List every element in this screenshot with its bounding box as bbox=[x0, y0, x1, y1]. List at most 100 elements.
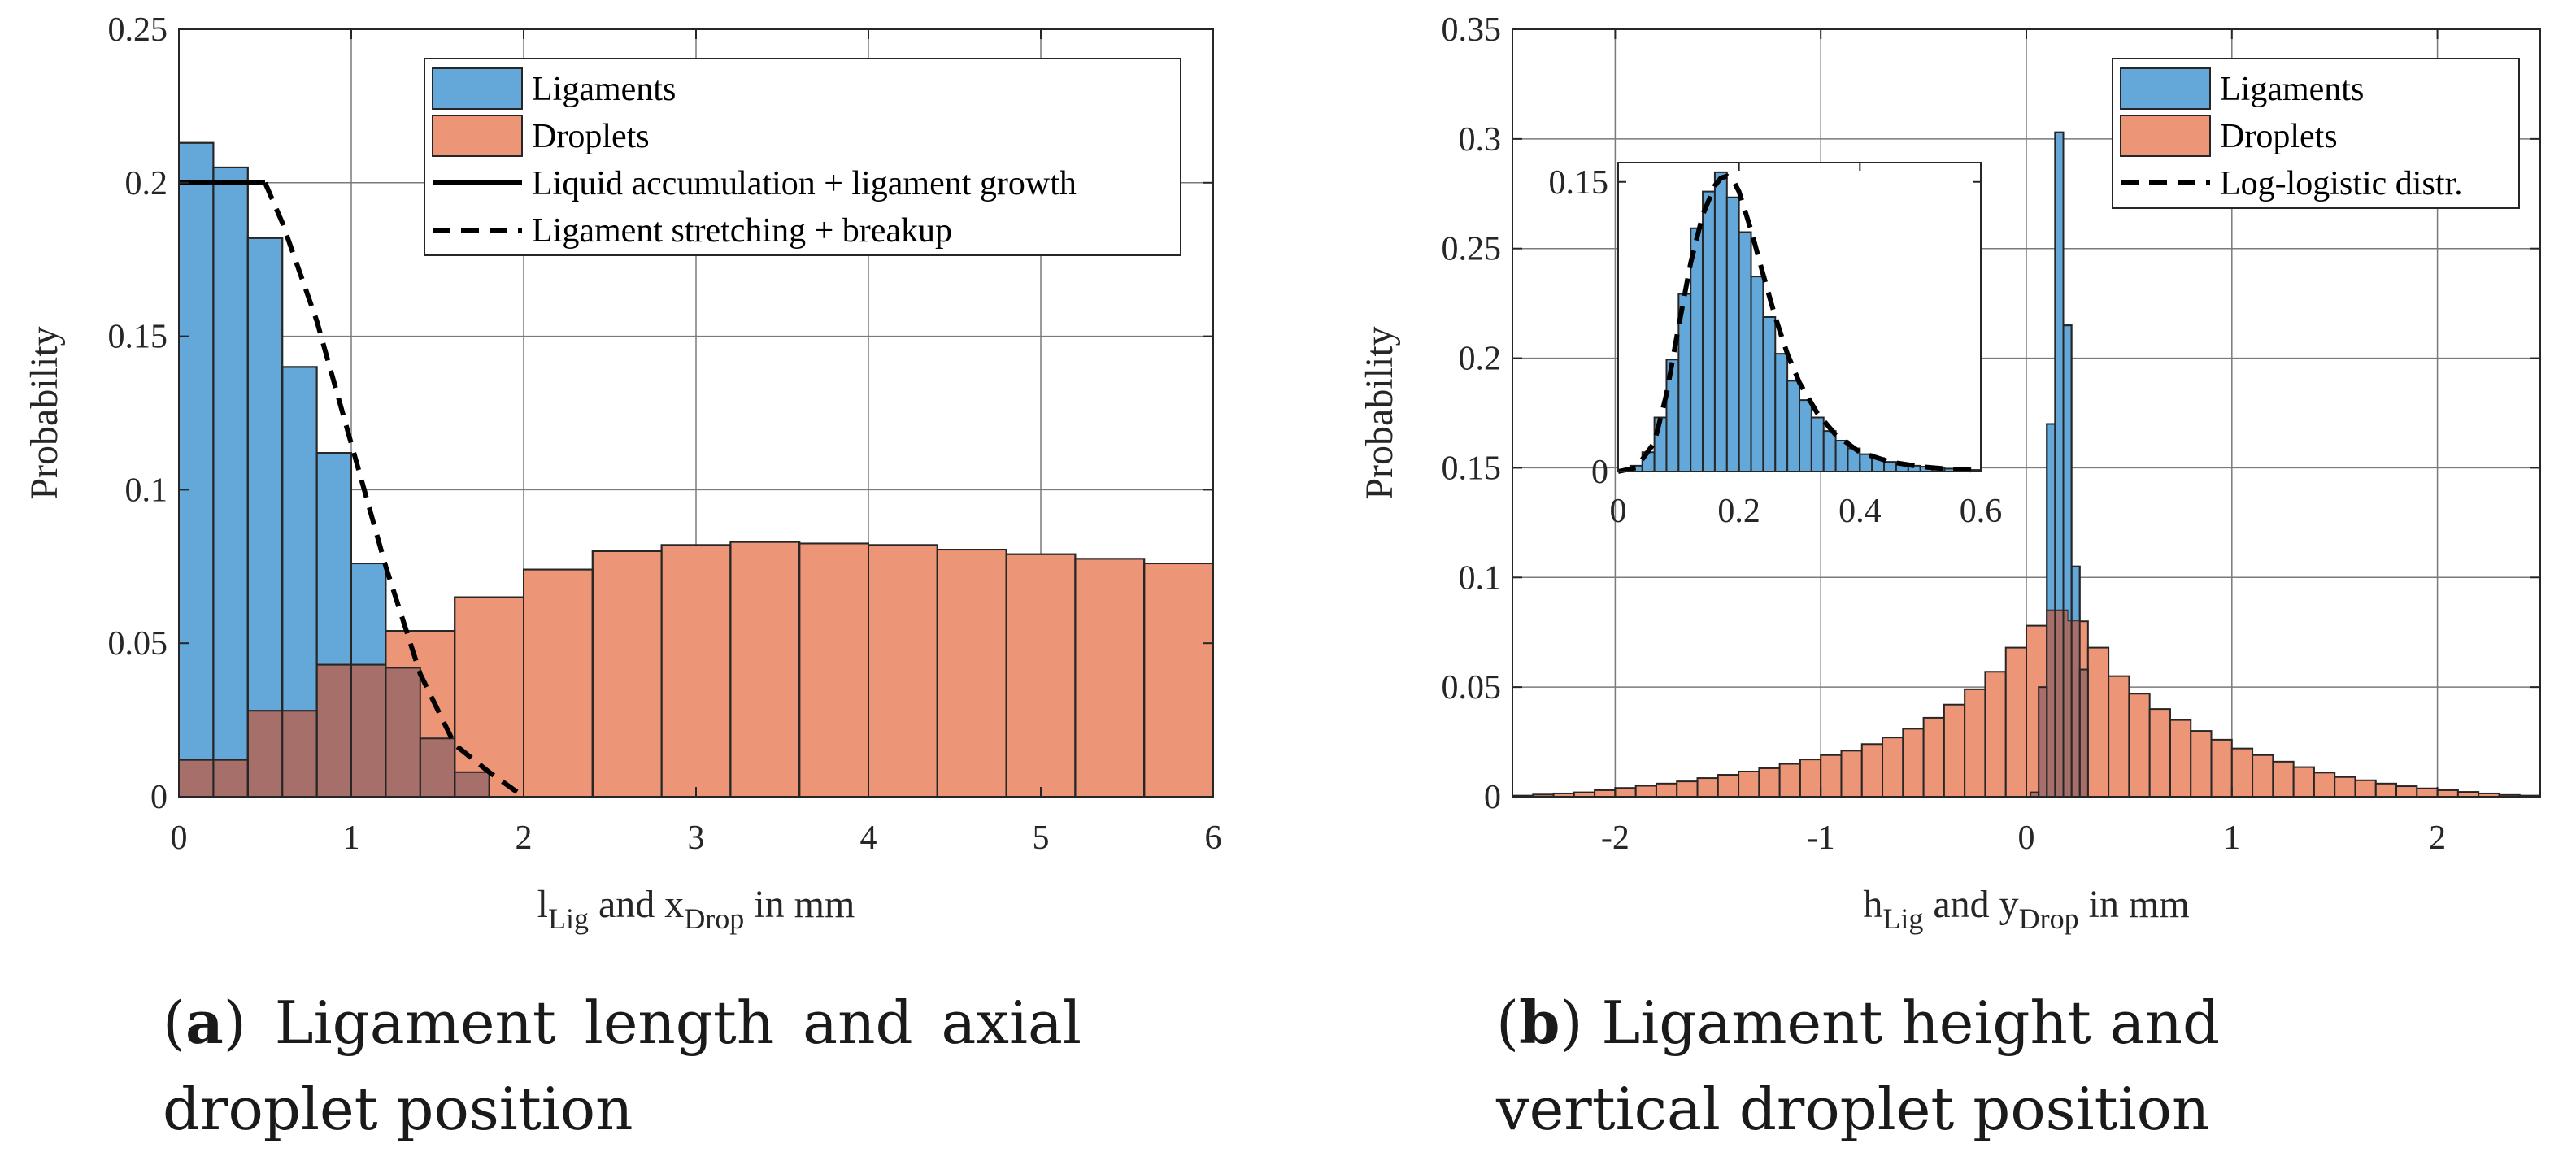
chart-a: 0 1 2 3 4 5 600.050.10.150.20.25LigamentsDropl… bbox=[23, 11, 1222, 935]
xlabel-text: in mm bbox=[2079, 883, 2190, 926]
legend-label: Ligaments bbox=[2220, 71, 2364, 108]
xlabel-subscript: Lig bbox=[548, 902, 589, 935]
overlap-bar bbox=[179, 759, 214, 797]
droplet-bar bbox=[1820, 754, 1843, 798]
overlap-bar bbox=[2079, 669, 2088, 797]
overlap-bar bbox=[282, 711, 317, 797]
inset-x-tick-label: 0.4 bbox=[1838, 493, 1882, 530]
droplet-bar bbox=[1005, 553, 1077, 798]
inset-ligament-bar bbox=[1750, 276, 1764, 472]
droplet-bar bbox=[1943, 703, 1966, 798]
legend-box bbox=[424, 58, 1181, 256]
legend: Ligaments Droplets Log-logistic distr. bbox=[2112, 58, 2520, 209]
inset-ligament-bar bbox=[1810, 416, 1825, 472]
xlabel-text: and x bbox=[589, 883, 684, 926]
droplet-bar bbox=[2004, 646, 2027, 798]
caption-a-label: a bbox=[185, 988, 224, 1057]
overlap-bar bbox=[2039, 687, 2047, 797]
droplet-bar bbox=[2108, 675, 2130, 798]
droplet-bar bbox=[591, 550, 663, 798]
inset-ligament-bar bbox=[1774, 353, 1789, 472]
droplet-bar bbox=[2313, 772, 2336, 798]
overlap-bar bbox=[2063, 610, 2068, 797]
droplet-bar bbox=[2128, 693, 2151, 798]
overlap-bar bbox=[2030, 792, 2039, 797]
x-axis-label: hLig and yDrop in mm bbox=[1863, 883, 2189, 935]
breakup-line bbox=[263, 181, 525, 799]
droplet-bar bbox=[2416, 787, 2439, 798]
ligament-bar bbox=[178, 141, 215, 798]
droplet-bar bbox=[2148, 708, 2171, 798]
overlap-bar bbox=[2071, 621, 2080, 797]
legend-label: Liquid accumulation + ligament growth bbox=[532, 165, 1077, 202]
y-tick-label: 0.1 bbox=[1459, 559, 1502, 597]
x-tick-label: 4 bbox=[860, 819, 877, 857]
histogram-bars bbox=[1512, 131, 2541, 798]
histogram-bars bbox=[178, 141, 1214, 798]
droplet-bar bbox=[1074, 558, 1146, 798]
droplet-bar bbox=[1902, 728, 1925, 798]
overlap-bar bbox=[385, 667, 420, 797]
droplet-bar bbox=[2086, 646, 2110, 798]
droplet-bar bbox=[1655, 782, 1678, 798]
y-tick-label: 0.2 bbox=[1459, 341, 1502, 378]
droplet-bar bbox=[1594, 789, 1617, 798]
droplet-bar bbox=[660, 544, 732, 798]
xlabel-text: l bbox=[537, 883, 548, 926]
overlap-bar bbox=[351, 664, 386, 797]
xlabel-subscript: Drop bbox=[684, 902, 744, 935]
y-tick-label: 0 bbox=[150, 779, 168, 816]
inset-log-logistic-curve bbox=[1617, 173, 1982, 474]
droplet-bar bbox=[523, 568, 594, 798]
x-tick-label: 0 bbox=[2018, 819, 2035, 857]
y-tick-label: 0.1 bbox=[125, 472, 168, 509]
y-axis-label: Probability bbox=[1358, 326, 1401, 499]
overlap-bar bbox=[420, 738, 455, 797]
y-axis-label: Probability bbox=[23, 326, 66, 499]
droplet-bar bbox=[936, 549, 1007, 798]
y-tick-label: 0 bbox=[1484, 779, 1501, 816]
legend-label: Ligaments bbox=[532, 71, 676, 108]
x-tick-label: -1 bbox=[1807, 819, 1835, 857]
legend-label: Droplets bbox=[532, 118, 650, 155]
droplet-bar bbox=[1984, 671, 2007, 798]
droplet-bar bbox=[1634, 785, 1657, 798]
x-tick-label: 0 bbox=[171, 819, 188, 857]
inset-ligament-bar bbox=[1799, 399, 1812, 472]
droplet-bar bbox=[2210, 738, 2233, 798]
droplet-bar bbox=[1738, 770, 1760, 798]
caption-b: (b) Ligament height and vertical droplet… bbox=[1496, 988, 2221, 1143]
droplet-bar bbox=[1799, 759, 1822, 798]
chart-b: -2 -1 0 1 2 0 0.05 0.1 0.15 0.2 0.25 0.3 0.35 Ligamen… bbox=[1358, 11, 2541, 935]
ligament-bar bbox=[212, 166, 249, 798]
inset-ligament-bar bbox=[1834, 440, 1849, 472]
droplet-bar bbox=[2190, 730, 2213, 798]
inset-y-tick-label: 0 bbox=[1591, 454, 1608, 491]
caption-b-label: b bbox=[1519, 988, 1560, 1057]
inset-y-tick-label: 0.15 bbox=[1549, 164, 1609, 202]
legend: Ligaments Droplets Liquid accumulation + l… bbox=[424, 58, 1181, 256]
y-tick-label: 0.05 bbox=[108, 625, 168, 663]
legend-swatch bbox=[432, 115, 523, 157]
droplet-bar bbox=[2334, 776, 2356, 798]
y-tick-label: 0.15 bbox=[108, 319, 168, 356]
droplet-bar bbox=[2272, 760, 2295, 798]
droplet-bar bbox=[868, 544, 938, 798]
droplet-bar bbox=[2354, 779, 2377, 798]
droplet-bar bbox=[2374, 782, 2398, 798]
overlap-bar bbox=[247, 711, 283, 797]
inset-ligament-bar bbox=[1786, 380, 1800, 472]
x-tick-label: 3 bbox=[688, 819, 705, 857]
inset-ligament-bar bbox=[1762, 316, 1777, 472]
x-tick-label: 6 bbox=[1205, 819, 1222, 857]
overlap-bar bbox=[2047, 610, 2056, 797]
overlap-bar bbox=[2067, 621, 2072, 797]
droplet-bar bbox=[1860, 743, 1884, 798]
inset-ligament-bar bbox=[1713, 171, 1728, 472]
droplet-bar bbox=[454, 596, 525, 798]
inset-x-tick-label: 0.2 bbox=[1717, 493, 1760, 530]
legend-label: Log-logistic distr. bbox=[2220, 165, 2463, 202]
droplet-bar bbox=[1717, 774, 1740, 798]
x-tick-label: 1 bbox=[2223, 819, 2240, 857]
